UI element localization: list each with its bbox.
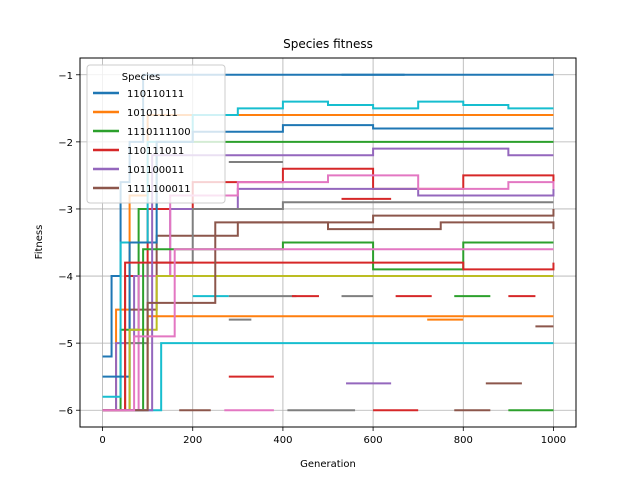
- legend-entry: 1110111100: [127, 127, 191, 138]
- series-line: [102, 147, 554, 412]
- y-tick-label: −3: [58, 205, 73, 216]
- series-line: [102, 174, 555, 412]
- x-tick-label: 0: [99, 435, 105, 446]
- series-line: [102, 241, 554, 412]
- axis-ticks: 0 200 400 600 800 1000 −6 −5 −4 −3 −2 −1: [58, 71, 566, 446]
- x-tick-label: 1000: [541, 435, 566, 446]
- y-tick-label: −1: [58, 71, 73, 82]
- x-tick-label: 600: [364, 435, 383, 446]
- x-tick-label: 400: [273, 435, 292, 446]
- y-axis-title: Fitness: [34, 225, 45, 260]
- series-line: [102, 221, 555, 412]
- y-tick-label: −2: [58, 138, 73, 149]
- series-line: [102, 248, 554, 412]
- y-tick-label: −4: [58, 272, 73, 283]
- legend-entry: 110111011: [127, 146, 184, 157]
- x-tick-label: 200: [183, 435, 202, 446]
- y-tick-label: −5: [58, 339, 73, 350]
- legend-entry: 110110111: [127, 89, 184, 100]
- x-tick-label: 800: [454, 435, 473, 446]
- legend-box: [86, 64, 226, 204]
- legend-entry: 101100011: [127, 165, 184, 176]
- legend-entry: 10101111: [127, 108, 178, 119]
- x-axis-title: Generation: [300, 459, 356, 470]
- legend-entry: 1111100011: [127, 184, 191, 195]
- legend: Species 110110111 10101111 1110111100 110111…: [86, 64, 226, 204]
- chart-title: Species fitness: [283, 37, 373, 51]
- plot-frame: [79, 57, 577, 428]
- series-line: [102, 261, 555, 412]
- y-tick-label: −6: [58, 406, 73, 417]
- legend-title: Species: [122, 72, 161, 83]
